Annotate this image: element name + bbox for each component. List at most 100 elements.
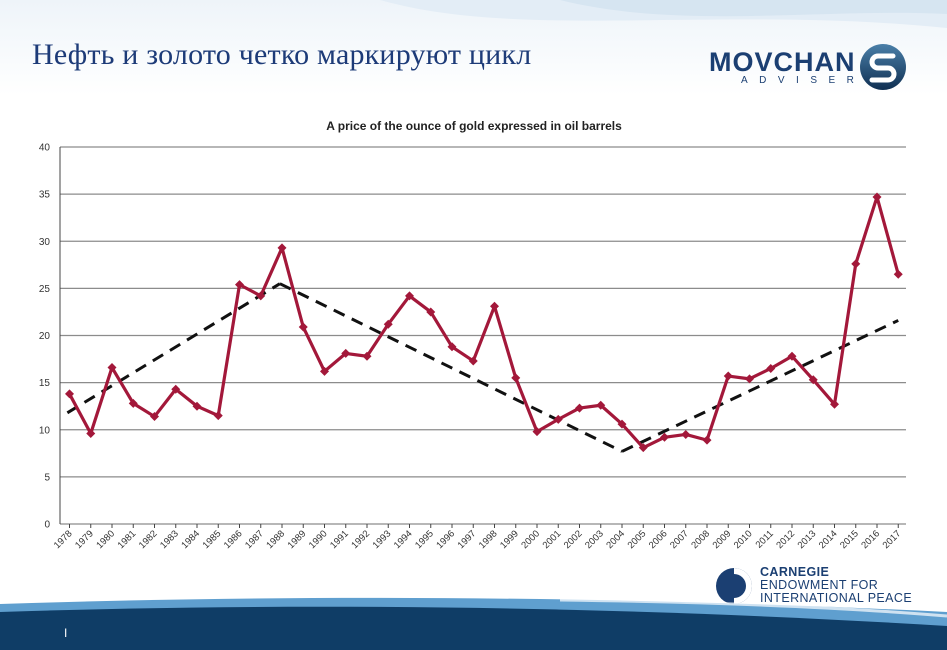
data-point-marker: [128, 398, 138, 408]
data-point-marker: [575, 403, 584, 413]
data-point-marker: [553, 414, 563, 424]
data-point-marker: [596, 400, 606, 410]
data-point-marker: [660, 432, 669, 442]
data-point-marker: [298, 322, 308, 332]
x-tick-label: 1999: [498, 528, 521, 551]
trend-line: [279, 282, 623, 453]
data-point-marker: [107, 363, 117, 373]
x-tick-label: 1979: [73, 528, 96, 551]
carnegie-line-1: CARNEGIE: [760, 565, 830, 579]
x-tick-label: 1997: [456, 528, 479, 551]
data-point-marker: [277, 243, 287, 253]
x-tick-label: 1980: [94, 528, 117, 551]
y-tick-label: 20: [39, 331, 51, 342]
x-tick-label: 1986: [222, 528, 245, 551]
trend-line: [621, 319, 899, 453]
carnegie-line-2: ENDOWMENT FOR: [760, 578, 879, 592]
data-point-marker: [830, 399, 839, 409]
data-point-marker: [851, 259, 861, 269]
x-tick-label: 2016: [859, 528, 882, 551]
data-point-marker: [447, 342, 457, 352]
page-number: I: [64, 626, 68, 640]
movchan-logo-subtitle: ADVISER: [741, 75, 866, 86]
x-tick-label: 2009: [711, 528, 734, 551]
data-point-marker: [893, 269, 903, 279]
data-point-marker: [723, 371, 733, 381]
x-tick-label: 2010: [732, 528, 755, 551]
x-tick-label: 1993: [371, 528, 394, 551]
y-tick-label: 40: [39, 143, 51, 154]
x-tick-label: 1978: [52, 528, 75, 551]
x-tick-label: 2004: [604, 528, 627, 551]
data-point-marker: [617, 419, 627, 429]
chart-svg: A price of the ounce of gold expressed i…: [39, 119, 906, 551]
data-point-marker: [171, 384, 181, 394]
data-point-marker: [681, 429, 691, 439]
movchan-s-badge-icon: [860, 44, 906, 90]
data-point-marker: [383, 319, 393, 329]
x-tick-label: 2007: [668, 528, 691, 551]
data-point-marker: [150, 412, 159, 422]
series-line: [68, 195, 900, 450]
gold-oil-chart: A price of the ounce of gold expressed i…: [0, 110, 947, 570]
y-tick-label: 0: [44, 520, 50, 531]
x-tick-label: 1982: [137, 528, 160, 551]
x-tick-label: 2001: [541, 528, 564, 551]
x-tick-label: 1981: [116, 528, 139, 551]
x-tick-label: 2006: [647, 528, 670, 551]
carnegie-logo: CARNEGIE ENDOWMENT FOR INTERNATIONAL PEA…: [714, 566, 934, 606]
data-point-marker: [702, 435, 712, 445]
y-tick-label: 10: [39, 425, 51, 436]
x-tick-label: 2003: [583, 528, 606, 551]
x-tick-label: 1983: [158, 528, 181, 551]
x-tick-label: 2002: [562, 528, 585, 551]
x-tick-label: 2013: [796, 528, 819, 551]
x-tick-label: 2017: [881, 528, 904, 551]
footer-band: [0, 597, 947, 650]
x-tick-label: 1992: [349, 528, 372, 551]
chart-title: A price of the ounce of gold expressed i…: [326, 119, 622, 133]
x-tick-label: 1996: [434, 528, 457, 551]
data-point-marker: [787, 351, 797, 361]
data-point-marker: [426, 307, 436, 317]
x-tick-label: 1998: [477, 528, 500, 551]
y-tick-label: 35: [39, 190, 51, 201]
x-tick-label: 1994: [392, 528, 415, 551]
x-tick-label: 2012: [774, 528, 797, 551]
data-point-marker: [405, 291, 414, 301]
data-point-marker: [511, 373, 521, 383]
y-tick-label: 25: [39, 284, 51, 295]
data-point-marker: [65, 389, 74, 399]
data-point-marker: [490, 301, 499, 311]
movchan-logo-word: MOVCHAN: [709, 47, 856, 77]
slide-title: Нефть и золото четко маркируют цикл: [32, 38, 532, 71]
x-tick-label: 2015: [838, 528, 861, 551]
carnegie-logo-text: CARNEGIE ENDOWMENT FOR INTERNATIONAL PEA…: [760, 566, 912, 605]
x-tick-label: 1985: [201, 528, 224, 551]
data-point-marker: [341, 348, 351, 358]
header-wave-decoration: [380, 0, 947, 28]
data-point-marker: [256, 291, 266, 301]
x-tick-label: 1987: [243, 528, 266, 551]
movchan-logo: MOVCHAN ADVISER: [706, 40, 916, 92]
data-point-marker: [532, 427, 542, 437]
x-tick-label: 2005: [626, 528, 649, 551]
data-point-marker: [766, 363, 776, 373]
data-point-marker: [362, 351, 372, 361]
x-tick-label: 2008: [689, 528, 712, 551]
x-tick-label: 1995: [413, 528, 436, 551]
data-point-marker: [872, 192, 882, 202]
data-point-marker: [213, 411, 223, 421]
data-point-marker: [192, 401, 202, 411]
y-tick-label: 5: [44, 472, 50, 483]
y-tick-label: 15: [39, 378, 51, 389]
x-tick-label: 1988: [264, 528, 287, 551]
data-point-marker: [638, 443, 648, 453]
data-point-marker: [468, 356, 478, 366]
data-point-marker: [235, 280, 244, 290]
x-tick-label: 2011: [754, 528, 776, 550]
x-tick-label: 2000: [519, 528, 542, 551]
y-tick-label: 30: [39, 237, 51, 248]
data-point-marker: [808, 375, 818, 385]
carnegie-emblem-icon: [716, 568, 752, 604]
